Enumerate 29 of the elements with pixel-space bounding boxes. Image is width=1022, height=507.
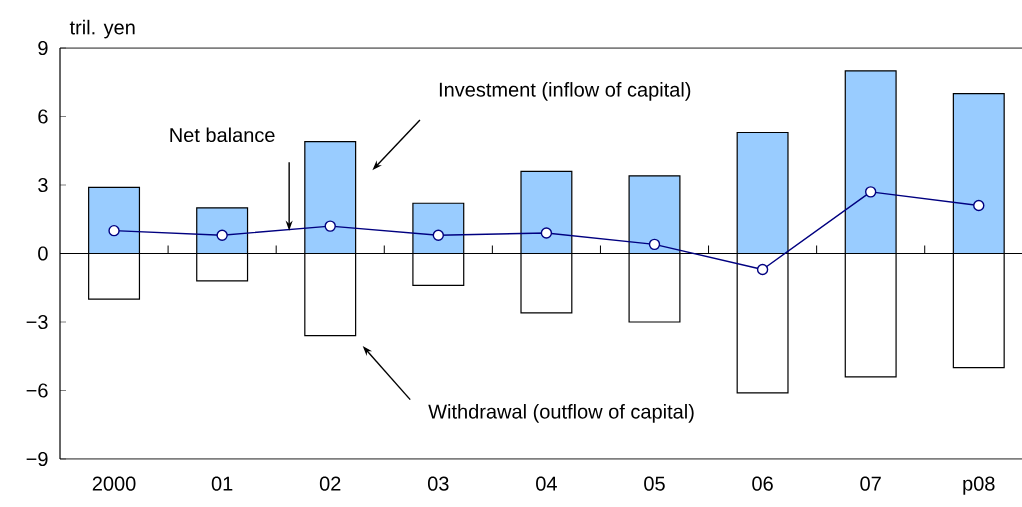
point [432,229,445,241]
point [864,186,877,198]
y-tick-label: 0 [38,246,48,261]
x-tick-label: 2000 [92,476,136,491]
y-tick-label: 3 [38,177,48,193]
y-tick-label: −3 [26,314,48,330]
x-tick-label: 05 [644,476,665,491]
text: Net balance [170,127,275,143]
x-tick-label: p08 [963,476,995,495]
x-tick-label: 01 [211,476,233,491]
point [216,229,228,241]
x-tick-label: 06 [752,476,773,491]
x-tick-label: 07 [860,476,881,491]
y-tick-label: −9 [26,451,48,467]
point [324,220,336,232]
x-tick-label: 02 [319,476,341,491]
y-axis-title: tril. yen [69,19,135,39]
y-tick-label: 9 [38,40,48,56]
x-tick-label: 03 [427,476,449,491]
point [756,263,769,276]
y-tick-label: −6 [26,383,48,398]
y-tick-label: 6 [38,109,48,124]
point [973,199,985,212]
point [540,227,553,239]
point [108,224,120,237]
point [648,238,661,251]
x-tick-label: 04 [536,476,557,491]
text: Withdrawal (outflow of capital) [428,404,694,423]
text: Investment (inflow of capital) [439,82,691,101]
